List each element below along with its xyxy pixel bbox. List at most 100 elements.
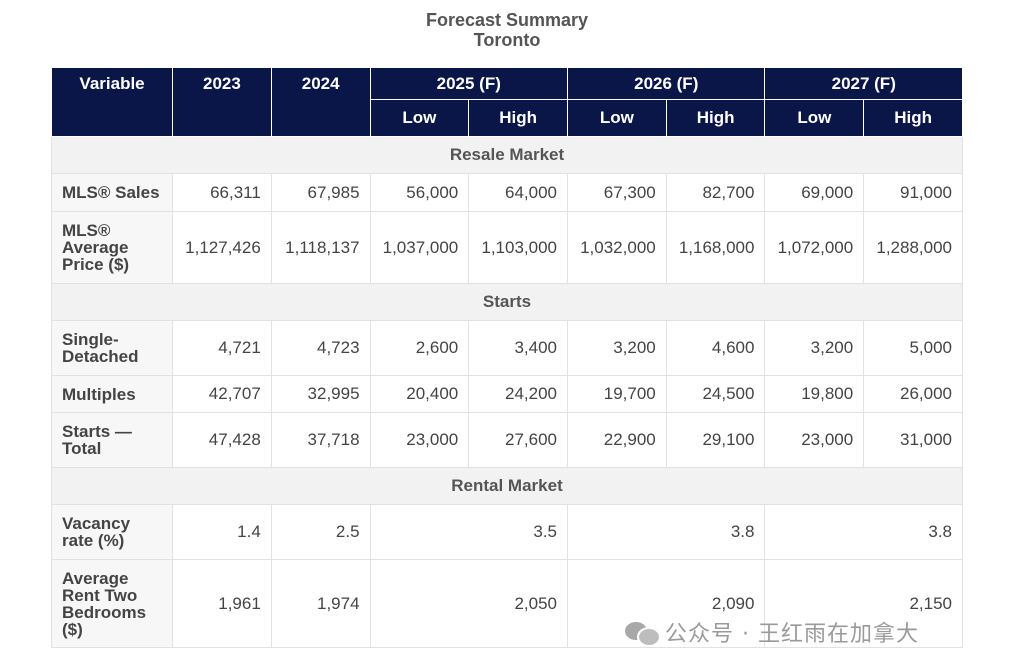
cell: 2,600 [369,320,470,376]
cell: 26,000 [863,375,963,413]
cell: 27,600 [468,412,568,468]
header-2024: 2024 [270,67,371,137]
cell: 1,168,000 [665,211,766,284]
section-starts: Starts [51,283,963,321]
cell: 1,288,000 [863,211,963,284]
row-label: Vacancy rate (%) [50,504,174,560]
cell: 47,428 [172,412,272,468]
header-2027: 2027 (F) [764,67,963,100]
header-low: Low [764,99,865,137]
header-low: Low [369,99,470,137]
cell: 2,150 [764,559,963,648]
row-mls-average-price: MLS® Average Price ($) 1,127,426 1,118,1… [50,211,963,284]
section-rental-row: Rental Market [51,467,963,505]
cell: 5,000 [863,320,963,376]
cell: 1,974 [270,559,371,648]
section-resale-market: Resale Market [51,136,963,174]
section-resale-row: Resale Market [51,136,963,174]
cell: 3,200 [567,320,667,376]
cell: 3,200 [764,320,865,376]
cell: 2.5 [270,504,371,560]
row-vacancy-rate: Vacancy rate (%) 1.4 2.5 3.5 3.8 3.8 [50,504,963,560]
cell: 3,400 [468,320,568,376]
wechat-icon [625,619,661,647]
row-label: MLS® Average Price ($) [50,211,174,284]
label-line: Average [62,568,129,588]
header-2023: 2023 [172,67,272,137]
label-line: Vacancy [62,514,131,533]
cell: 1,961 [172,559,272,648]
label-line: Single- [62,330,119,349]
cell: 31,000 [863,412,963,468]
cell: 4,721 [172,320,272,376]
cell: 66,311 [172,173,272,212]
label-line: Average [62,238,129,257]
header-high: High [863,99,963,137]
header-high: High [468,99,568,137]
cell: 69,000 [764,173,865,212]
cell: 3.8 [764,504,963,560]
forecast-title: Forecast Summary Toronto [0,10,1014,50]
cell: 1,127,426 [172,211,272,284]
label-line: Detached [62,347,139,366]
cell: 4,723 [270,320,371,376]
header-row-lowhigh: Low High Low High Low High [52,99,963,137]
header-variable: Variable [50,67,174,137]
cell: 2,090 [566,559,766,648]
row-starts-total: Starts — Total 47,428 37,718 23,000 27,6… [50,412,963,468]
cell: 19,800 [764,375,865,413]
label-line: Total [62,439,102,458]
watermark-text: 公众号 · 王红雨在加拿大 [665,622,919,647]
section-starts-row: Starts [51,283,963,321]
cell: 1,118,137 [270,211,371,284]
cell: 67,985 [270,173,371,212]
label-line: Rent Two [62,585,138,605]
header-row-years: Variable 2023 2024 2025 (F) 2026 (F) 202… [50,67,963,137]
header-low: Low [567,99,667,137]
cell: 42,707 [172,375,272,413]
row-label: Starts — Total [50,412,174,468]
label-line: Bedrooms [62,602,147,622]
label-line: Starts — [62,422,132,441]
cell: 19,700 [567,375,667,413]
section-rental-market: Rental Market [51,467,963,505]
row-single-detached: Single- Detached 4,721 4,723 2,600 3,400… [50,320,963,376]
row-label: Average Rent Two Bedrooms ($) [50,559,174,648]
header-high: High [665,99,766,137]
cell: 37,718 [270,412,371,468]
cell: 1,072,000 [764,211,865,284]
cell: 2,050 [369,559,569,648]
header-2025: 2025 (F) [369,67,569,100]
cell: 4,600 [665,320,766,376]
label-line: rate (%) [62,531,125,550]
cell: 1.4 [172,504,272,560]
cell: 82,700 [665,173,766,212]
row-mls-sales: MLS® Sales 66,311 67,985 56,000 64,000 6… [50,173,963,212]
cell: 56,000 [369,173,470,212]
cell: 3.8 [566,504,766,560]
forecast-table: Variable 2023 2024 2025 (F) 2026 (F) 202… [50,67,963,648]
header-2026: 2026 (F) [566,67,766,100]
cell: 1,032,000 [567,211,667,284]
cell: 1,037,000 [369,211,470,284]
row-multiples: Multiples 42,707 32,995 20,400 24,200 19… [50,375,963,413]
cell: 20,400 [369,375,470,413]
row-label: Single- Detached [50,320,174,376]
cell: 1,103,000 [468,211,568,284]
row-label: Multiples [50,375,174,413]
title-line-1: Forecast Summary [425,10,589,30]
cell: 3.5 [369,504,569,560]
row-label: MLS® Sales [50,173,174,212]
cell: 24,200 [468,375,568,413]
cell: 23,000 [369,412,470,468]
row-average-rent: Average Rent Two Bedrooms ($) 1,961 1,97… [50,559,963,648]
wechat-watermark: 公众号 · 王红雨在加拿大 [625,616,919,648]
label-line: Price ($) [62,255,130,274]
cell: 67,300 [567,173,667,212]
label-line: MLS® [62,221,111,240]
cell: 64,000 [468,173,568,212]
cell: 24,500 [665,375,766,413]
cell: 23,000 [764,412,865,468]
cell: 22,900 [567,412,667,468]
cell: 32,995 [270,375,371,413]
